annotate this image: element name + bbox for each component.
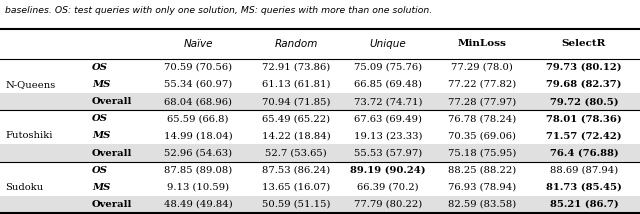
Text: 87.85 (89.08): 87.85 (89.08) <box>164 166 232 175</box>
Text: 88.25 (88.22): 88.25 (88.22) <box>448 166 516 175</box>
Text: 55.53 (57.97): 55.53 (57.97) <box>354 149 422 158</box>
Text: 73.72 (74.71): 73.72 (74.71) <box>354 97 422 106</box>
Text: 68.04 (68.96): 68.04 (68.96) <box>164 97 232 106</box>
Text: 78.01 (78.36): 78.01 (78.36) <box>546 114 622 123</box>
Text: SelectR: SelectR <box>562 39 606 48</box>
Text: OS: OS <box>92 114 108 123</box>
Text: MinLoss: MinLoss <box>458 39 506 48</box>
Text: 89.19 (90.24): 89.19 (90.24) <box>350 166 426 175</box>
Text: Overall: Overall <box>92 200 132 209</box>
Text: baselines. OS: test queries with only one solution, MS: queries with more than o: baselines. OS: test queries with only on… <box>5 6 432 15</box>
Text: OS: OS <box>92 166 108 175</box>
Text: 65.59 (66.8): 65.59 (66.8) <box>167 114 228 123</box>
Text: 71.57 (72.42): 71.57 (72.42) <box>546 131 622 140</box>
Text: OS: OS <box>92 63 108 72</box>
Text: N-Queens: N-Queens <box>5 80 55 89</box>
Text: 19.13 (23.33): 19.13 (23.33) <box>354 131 422 140</box>
Text: Overall: Overall <box>92 97 132 106</box>
Text: 72.91 (73.86): 72.91 (73.86) <box>262 63 330 72</box>
Text: 66.39 (70.2): 66.39 (70.2) <box>357 183 419 192</box>
Text: 67.63 (69.49): 67.63 (69.49) <box>354 114 422 123</box>
Text: 48.49 (49.84): 48.49 (49.84) <box>164 200 232 209</box>
Text: 77.79 (80.22): 77.79 (80.22) <box>354 200 422 209</box>
Text: 61.13 (61.81): 61.13 (61.81) <box>262 80 330 89</box>
Text: Unique: Unique <box>370 39 406 49</box>
Bar <box>0 144 640 162</box>
Text: MS: MS <box>92 183 110 192</box>
Text: Overall: Overall <box>92 149 132 158</box>
Text: 76.78 (78.24): 76.78 (78.24) <box>448 114 516 123</box>
Text: Futoshiki: Futoshiki <box>5 131 52 140</box>
Text: 9.13 (10.59): 9.13 (10.59) <box>167 183 229 192</box>
Text: 85.21 (86.7): 85.21 (86.7) <box>550 200 618 209</box>
Text: 14.22 (18.84): 14.22 (18.84) <box>262 131 330 140</box>
Text: 77.29 (78.0): 77.29 (78.0) <box>451 63 513 72</box>
Text: 65.49 (65.22): 65.49 (65.22) <box>262 114 330 123</box>
Bar <box>0 93 640 110</box>
Text: Sudoku: Sudoku <box>5 183 44 192</box>
Bar <box>0 196 640 213</box>
Text: 75.18 (75.95): 75.18 (75.95) <box>448 149 516 158</box>
Text: 70.59 (70.56): 70.59 (70.56) <box>164 63 232 72</box>
Text: 70.35 (69.06): 70.35 (69.06) <box>448 131 516 140</box>
Text: 81.73 (85.45): 81.73 (85.45) <box>546 183 622 192</box>
Text: MS: MS <box>92 131 110 140</box>
Text: 88.69 (87.94): 88.69 (87.94) <box>550 166 618 175</box>
Text: 13.65 (16.07): 13.65 (16.07) <box>262 183 330 192</box>
Text: 52.96 (54.63): 52.96 (54.63) <box>164 149 232 158</box>
Text: 66.85 (69.48): 66.85 (69.48) <box>354 80 422 89</box>
Text: 87.53 (86.24): 87.53 (86.24) <box>262 166 330 175</box>
Text: 77.22 (77.82): 77.22 (77.82) <box>448 80 516 89</box>
Text: 82.59 (83.58): 82.59 (83.58) <box>448 200 516 209</box>
Text: 79.68 (82.37): 79.68 (82.37) <box>547 80 621 89</box>
Text: 14.99 (18.04): 14.99 (18.04) <box>164 131 232 140</box>
Text: MS: MS <box>92 80 110 89</box>
Text: 70.94 (71.85): 70.94 (71.85) <box>262 97 330 106</box>
Text: Naïve: Naïve <box>183 39 212 49</box>
Text: 76.4 (76.88): 76.4 (76.88) <box>550 149 618 158</box>
Text: 52.7 (53.65): 52.7 (53.65) <box>265 149 327 158</box>
Text: 55.34 (60.97): 55.34 (60.97) <box>164 80 232 89</box>
Text: Random: Random <box>275 39 317 49</box>
Text: 79.73 (80.12): 79.73 (80.12) <box>546 63 622 72</box>
Text: 76.93 (78.94): 76.93 (78.94) <box>448 183 516 192</box>
Text: 79.72 (80.5): 79.72 (80.5) <box>550 97 618 106</box>
Text: 77.28 (77.97): 77.28 (77.97) <box>448 97 516 106</box>
Text: 75.09 (75.76): 75.09 (75.76) <box>354 63 422 72</box>
Text: 50.59 (51.15): 50.59 (51.15) <box>262 200 330 209</box>
